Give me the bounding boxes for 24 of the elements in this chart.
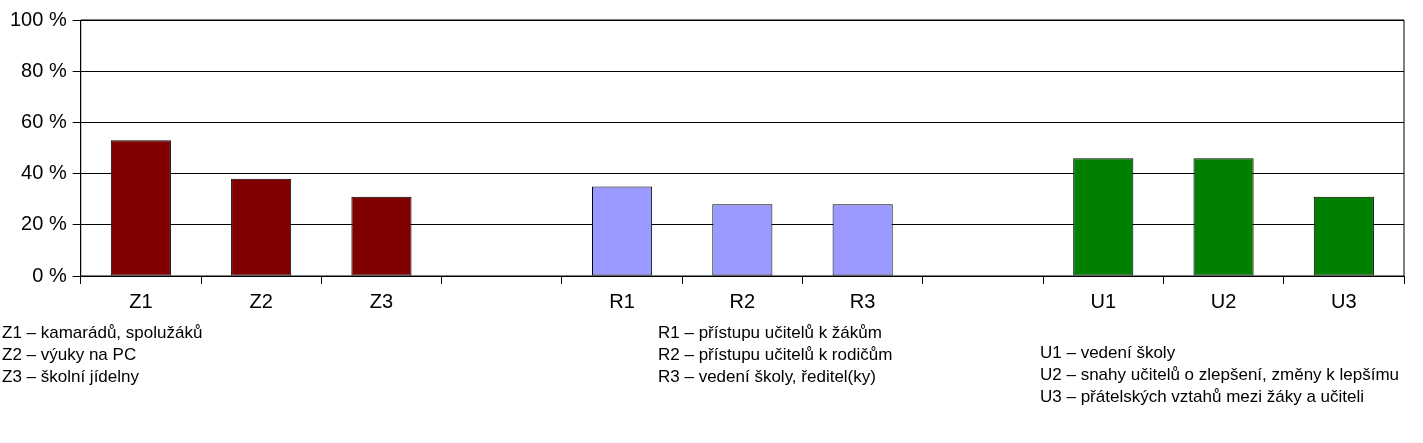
y-tick-label: 0 %	[32, 263, 67, 286]
y-tick-label: 100 %	[9, 7, 67, 30]
x-tick-label: R3	[849, 289, 876, 312]
text: U1 – vedení školy	[1040, 342, 1177, 364]
x-tick-label: U3	[1331, 289, 1357, 312]
x-tick-label: Z1	[129, 289, 153, 312]
text: Z1 – kamarádů, spolužáků	[2, 322, 203, 344]
text: R1 – přístupu učitelů k žákům	[658, 322, 883, 344]
x-tick-label: U2	[1210, 289, 1237, 312]
y-tick-label: 40 %	[21, 161, 67, 184]
text: R3 – vedení školy, ředitel(ky)	[658, 366, 877, 388]
y-tick-label: 80 %	[21, 58, 67, 81]
text: R2 – přístupu učitelů k rodičům	[658, 344, 893, 366]
y-tick-label: 20 %	[21, 212, 67, 235]
text: U3 – přátelských vztahů mezi žáky a učiteli	[1040, 386, 1366, 408]
text: Z2 – výuky na PC	[2, 344, 138, 366]
x-tick-label: Z3	[369, 289, 394, 312]
x-tick-label: R2	[729, 289, 756, 312]
y-tick-label: 60 %	[21, 109, 67, 132]
x-tick-label: R1	[609, 289, 635, 312]
text: U2 – snahy učitelů o zlepšení, změny k lepšímu	[1040, 364, 1400, 386]
text: Z3 – školní jídelny	[2, 366, 140, 388]
x-tick-label: Z2	[249, 289, 273, 312]
x-tick-label: U1	[1090, 289, 1117, 312]
